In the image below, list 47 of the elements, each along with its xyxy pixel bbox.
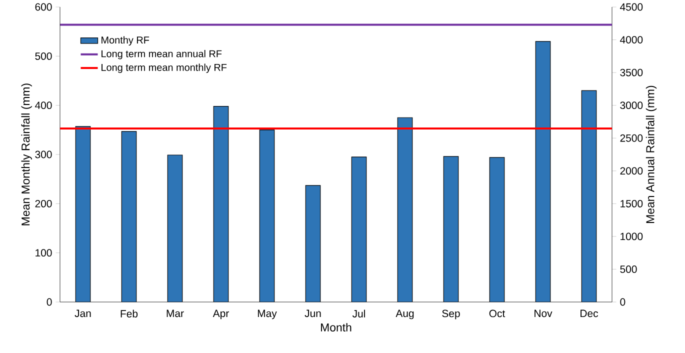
x-tick-label: Jan: [74, 310, 91, 318]
y-tick-label: 100: [36, 249, 52, 257]
x-tick-label: Apr: [212, 310, 229, 320]
y2-tick-label: 4500: [620, 3, 643, 11]
y2-tick-label: 2500: [620, 134, 643, 142]
x-tick-label: Dec: [580, 310, 598, 318]
y2-tick-label: 1000: [620, 232, 643, 240]
bar: [490, 157, 504, 302]
x-tick-label: Oct: [489, 310, 506, 318]
y2-axis-title: Mean Annual Rainfall (mm): [646, 86, 657, 223]
y2-tick-label: 4000: [620, 36, 643, 44]
y2-tick-label: 3500: [620, 68, 643, 76]
y2-tick-label: 3000: [620, 102, 643, 110]
x-tick-label: Jun: [304, 310, 321, 318]
y2-tick-label: 500: [620, 266, 637, 273]
x-tick-label: May: [258, 310, 277, 320]
bar: [444, 156, 458, 302]
bar: [306, 185, 320, 302]
x-tick-label: Feb: [120, 310, 138, 318]
x-tick-label: Sep: [442, 310, 460, 320]
bar: [214, 106, 228, 302]
bar: [260, 130, 274, 302]
y2-tick-label: 2000: [620, 167, 643, 175]
y-tick-label: 0: [46, 298, 52, 306]
legend-label: Monthy RF: [102, 36, 150, 46]
bar: [168, 154, 182, 302]
bar: [581, 90, 597, 302]
bar: [122, 131, 136, 302]
y2-tick-label: 1500: [620, 200, 643, 208]
y2-tick-label: 0: [620, 298, 626, 306]
y-tick-label: 400: [35, 102, 52, 110]
x-tick-label: Jul: [352, 310, 365, 318]
bar: [352, 156, 366, 302]
x-tick-label: Nov: [534, 310, 552, 318]
x-tick-label: Mar: [166, 310, 184, 318]
bar: [536, 41, 550, 302]
y-tick-label: 300: [35, 150, 52, 158]
x-axis-title: Month: [321, 323, 352, 332]
bar: [76, 126, 90, 302]
x-tick-label: Aug: [396, 310, 414, 320]
legend-label: Long term mean monthly RF: [102, 64, 227, 73]
y-tick-label: 200: [35, 200, 52, 208]
y-axis-title: Mean Monthly Rainfall (mm): [21, 84, 32, 226]
y-tick-label: 500: [35, 52, 52, 60]
bar: [398, 118, 412, 302]
legend-label: Long term mean annual RF: [102, 50, 222, 60]
y-tick-label: 600: [35, 3, 52, 11]
